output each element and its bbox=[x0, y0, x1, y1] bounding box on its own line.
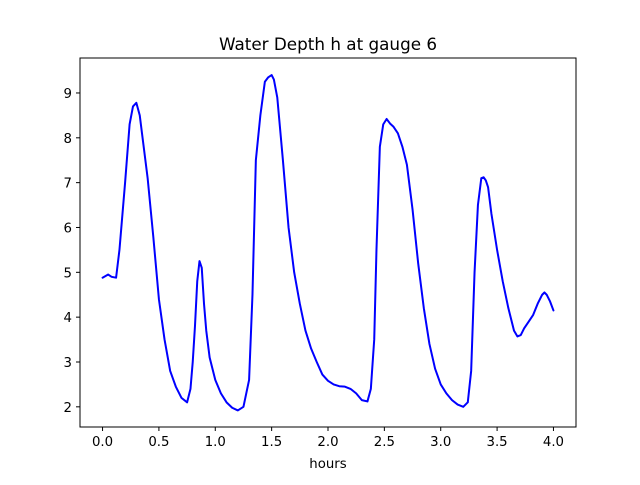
x-tick-label: 1.0 bbox=[205, 435, 226, 450]
x-tick-label: 2.0 bbox=[317, 435, 338, 450]
x-axis: 0.0 0.5 1.0 1.5 2.0 2.5 3.0 3.5 4.0 bbox=[92, 427, 564, 450]
y-tick-label: 6 bbox=[64, 221, 72, 236]
y-tick-label: 4 bbox=[64, 311, 72, 326]
y-tick-label: 8 bbox=[64, 132, 72, 147]
y-tick-label: 2 bbox=[64, 401, 72, 416]
plot-frame bbox=[79, 57, 577, 428]
y-tick-label: 3 bbox=[64, 356, 72, 371]
y-axis: 2 3 4 5 6 7 8 9 bbox=[64, 87, 80, 416]
y-tick-label: 9 bbox=[64, 87, 72, 102]
x-tick-label: 4.0 bbox=[543, 435, 564, 450]
x-tick-label: 0.5 bbox=[148, 435, 169, 450]
x-tick-label: 2.5 bbox=[374, 435, 395, 450]
chart-title: Water Depth h at gauge 6 bbox=[219, 34, 437, 54]
series-line-0 bbox=[101, 74, 555, 412]
plot-area bbox=[101, 74, 555, 412]
y-tick-label: 7 bbox=[64, 177, 72, 192]
y-tick-label: 5 bbox=[64, 266, 72, 281]
x-axis-label: hours bbox=[309, 457, 346, 472]
x-tick-label: 3.0 bbox=[430, 435, 451, 450]
x-tick-label: 1.5 bbox=[261, 435, 282, 450]
x-tick-label: 0.0 bbox=[92, 435, 113, 450]
x-tick-label: 3.5 bbox=[487, 435, 508, 450]
